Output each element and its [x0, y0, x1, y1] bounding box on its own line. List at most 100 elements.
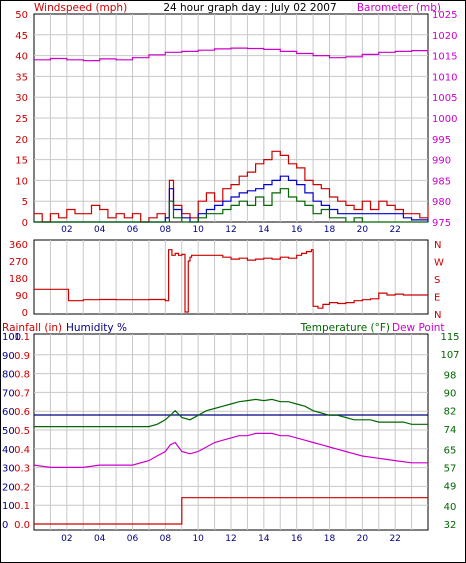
direction-tick-label: 270	[9, 257, 28, 268]
rainfall-tick-label: 0.6	[14, 407, 30, 418]
humidity-tick-label: 20	[2, 482, 15, 493]
x-tick-label: 02	[61, 534, 72, 544]
temperature-tick-label: 98	[444, 371, 457, 382]
windspeed-tick-label: 50	[15, 10, 28, 21]
x-tick-label: 02	[61, 225, 72, 235]
direction-degree-ticks: 0 90 180 270 360	[9, 240, 28, 319]
temperature-tick-label: 32	[444, 520, 457, 531]
windspeed-tick-label: 0	[22, 218, 28, 229]
humidity-tick-label: 50	[2, 426, 15, 437]
temp-humidity-rain-chart: 0.000.1100.2200.3300.4400.5500.6600.7700…	[2, 0, 460, 544]
windspeed-tick-label: 15	[15, 156, 28, 167]
temperature-tick-label: 65	[444, 445, 457, 456]
temperature-tick-label: 40	[444, 502, 457, 513]
x-tick-label: 04	[94, 534, 106, 544]
series-line	[34, 497, 428, 525]
rainfall-tick-label: 0.0	[14, 520, 30, 531]
temperature-axis-label: Temperature (°F)	[300, 322, 390, 334]
direction-tick-label: 360	[9, 240, 28, 251]
temperature-ticks: 32 40 49 57 65 74 82 90 98 107 115	[440, 332, 459, 531]
x-tick-label: 12	[225, 534, 236, 544]
windspeed-tick-label: 25	[15, 114, 28, 125]
direction-tick-label: 0	[22, 308, 28, 319]
rainfall-tick-label: 0.8	[14, 370, 30, 381]
windspeed-axis-label: Windspeed (mph)	[34, 2, 127, 14]
barometer-tick-label: 975	[432, 218, 451, 229]
compass-tick-label: N	[434, 310, 441, 321]
series-line	[34, 249, 428, 313]
wind-chart-series	[34, 47, 429, 223]
wind-chart-grid	[34, 14, 428, 222]
barometer-tick-label: 1020	[432, 31, 457, 42]
compass-tick-label: S	[434, 275, 440, 286]
x-tick-label: 18	[324, 534, 336, 544]
temperature-tick-label: 90	[444, 389, 457, 400]
windspeed-tick-label: 10	[15, 176, 28, 187]
x-tick-label: 22	[389, 534, 400, 544]
temperature-tick-label: 82	[444, 407, 457, 418]
windspeed-tick-label: 30	[15, 93, 28, 104]
humidity-tick-label: 30	[2, 464, 15, 475]
windspeed-tick-label: 5	[22, 197, 28, 208]
rainfall-axis-label: Rainfall (in)	[2, 322, 62, 334]
direction-tick-label: 180	[9, 274, 28, 285]
temperature-tick-label: 57	[444, 463, 457, 474]
x-tick-label: 06	[127, 225, 139, 235]
barometer-tick-label: 980	[432, 197, 451, 208]
temperature-tick-label: 49	[444, 481, 457, 492]
rainfall-tick-label: 0.7	[14, 388, 30, 399]
series-line	[34, 150, 429, 223]
barometer-tick-label: 990	[432, 156, 451, 167]
humidity-tick-label: undefined	[2, 0, 52, 3]
humidity-tick-label: 100	[2, 332, 21, 343]
x-tick-label: 12	[225, 225, 236, 235]
rainfall-tick-label: 0.1	[14, 501, 30, 512]
rainfall-tick-label: 1.2	[14, 0, 30, 3]
series-line	[34, 47, 429, 62]
humidity-tick-label: 90	[2, 351, 15, 362]
x-tick-label: 20	[357, 534, 369, 544]
series-line	[34, 188, 428, 223]
barometer-tick-label: 1010	[432, 72, 457, 83]
rainfall-tick-label: 1.1	[14, 332, 30, 343]
x-tick-label: 08	[160, 225, 172, 235]
humidity-axis-label: Humidity %	[66, 322, 127, 334]
direction-tick-label: 90	[15, 291, 28, 302]
rainfall-tick-label: 0.5	[14, 426, 30, 437]
barometer-tick-label: 995	[432, 135, 451, 146]
rainfall-tick-label: 0.4	[14, 445, 30, 456]
barometer-ticks: 975 980 985 990 995 1000 1005 1010 1015 1020 1025	[432, 10, 457, 229]
rainfall-tick-label: 0.3	[14, 464, 30, 475]
humidity-tick-label: 60	[2, 407, 15, 418]
x-tick-label: 08	[160, 534, 172, 544]
x-tick-label: 14	[258, 534, 270, 544]
compass-tick-label: W	[434, 258, 444, 269]
graph-title: 24 hour graph day : July 02 2007	[163, 2, 336, 14]
windspeed-tick-label: 45	[15, 31, 28, 42]
wind-chart-x-ticks: 02 04 06 08 10 12 14 16 18 20 22	[61, 225, 401, 235]
barometer-tick-label: 1015	[432, 52, 457, 63]
series-line	[33, 432, 428, 468]
x-tick-label: 14	[258, 225, 270, 235]
temperature-tick-label: 115	[440, 332, 459, 343]
x-tick-label: 18	[324, 225, 336, 235]
temperature-tick-label: 74	[444, 425, 457, 436]
direction-chart-series	[34, 249, 428, 313]
series-line	[34, 398, 428, 428]
barometer-tick-label: 1005	[432, 93, 457, 104]
rainfall-tick-label: 0.9	[14, 351, 30, 362]
windspeed-tick-label: 40	[15, 52, 28, 63]
rainfall-tick-label: 0.2	[14, 482, 30, 493]
windspeed-tick-label: 35	[15, 72, 28, 83]
compass-tick-label: N	[434, 240, 441, 251]
x-tick-label: 10	[192, 534, 204, 544]
temp-chart-series	[33, 398, 428, 525]
barometer-tick-label: 985	[432, 176, 451, 187]
humidity-tick-label: 0	[2, 520, 8, 531]
humidity-tick-label: 10	[2, 501, 15, 512]
x-tick-label: 16	[291, 225, 303, 235]
rain-humidity-ticks: 0.000.1100.2200.3300.4400.5500.6600.7700…	[2, 0, 52, 531]
